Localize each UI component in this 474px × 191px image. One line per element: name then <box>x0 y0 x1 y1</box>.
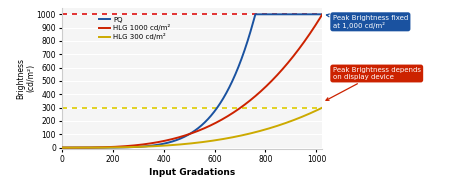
Text: Peak Brightness fixed
at 1,000 cd/m²: Peak Brightness fixed at 1,000 cd/m² <box>327 14 408 29</box>
Y-axis label: Brightness
(cd/m²): Brightness (cd/m²) <box>16 58 35 99</box>
Text: Peak Brightness depends
on display device: Peak Brightness depends on display devic… <box>326 67 421 100</box>
Legend: PQ, HLG 1000 cd/m², HLG 300 cd/m²: PQ, HLG 1000 cd/m², HLG 300 cd/m² <box>96 14 173 43</box>
X-axis label: Input Gradations: Input Gradations <box>149 168 235 177</box>
